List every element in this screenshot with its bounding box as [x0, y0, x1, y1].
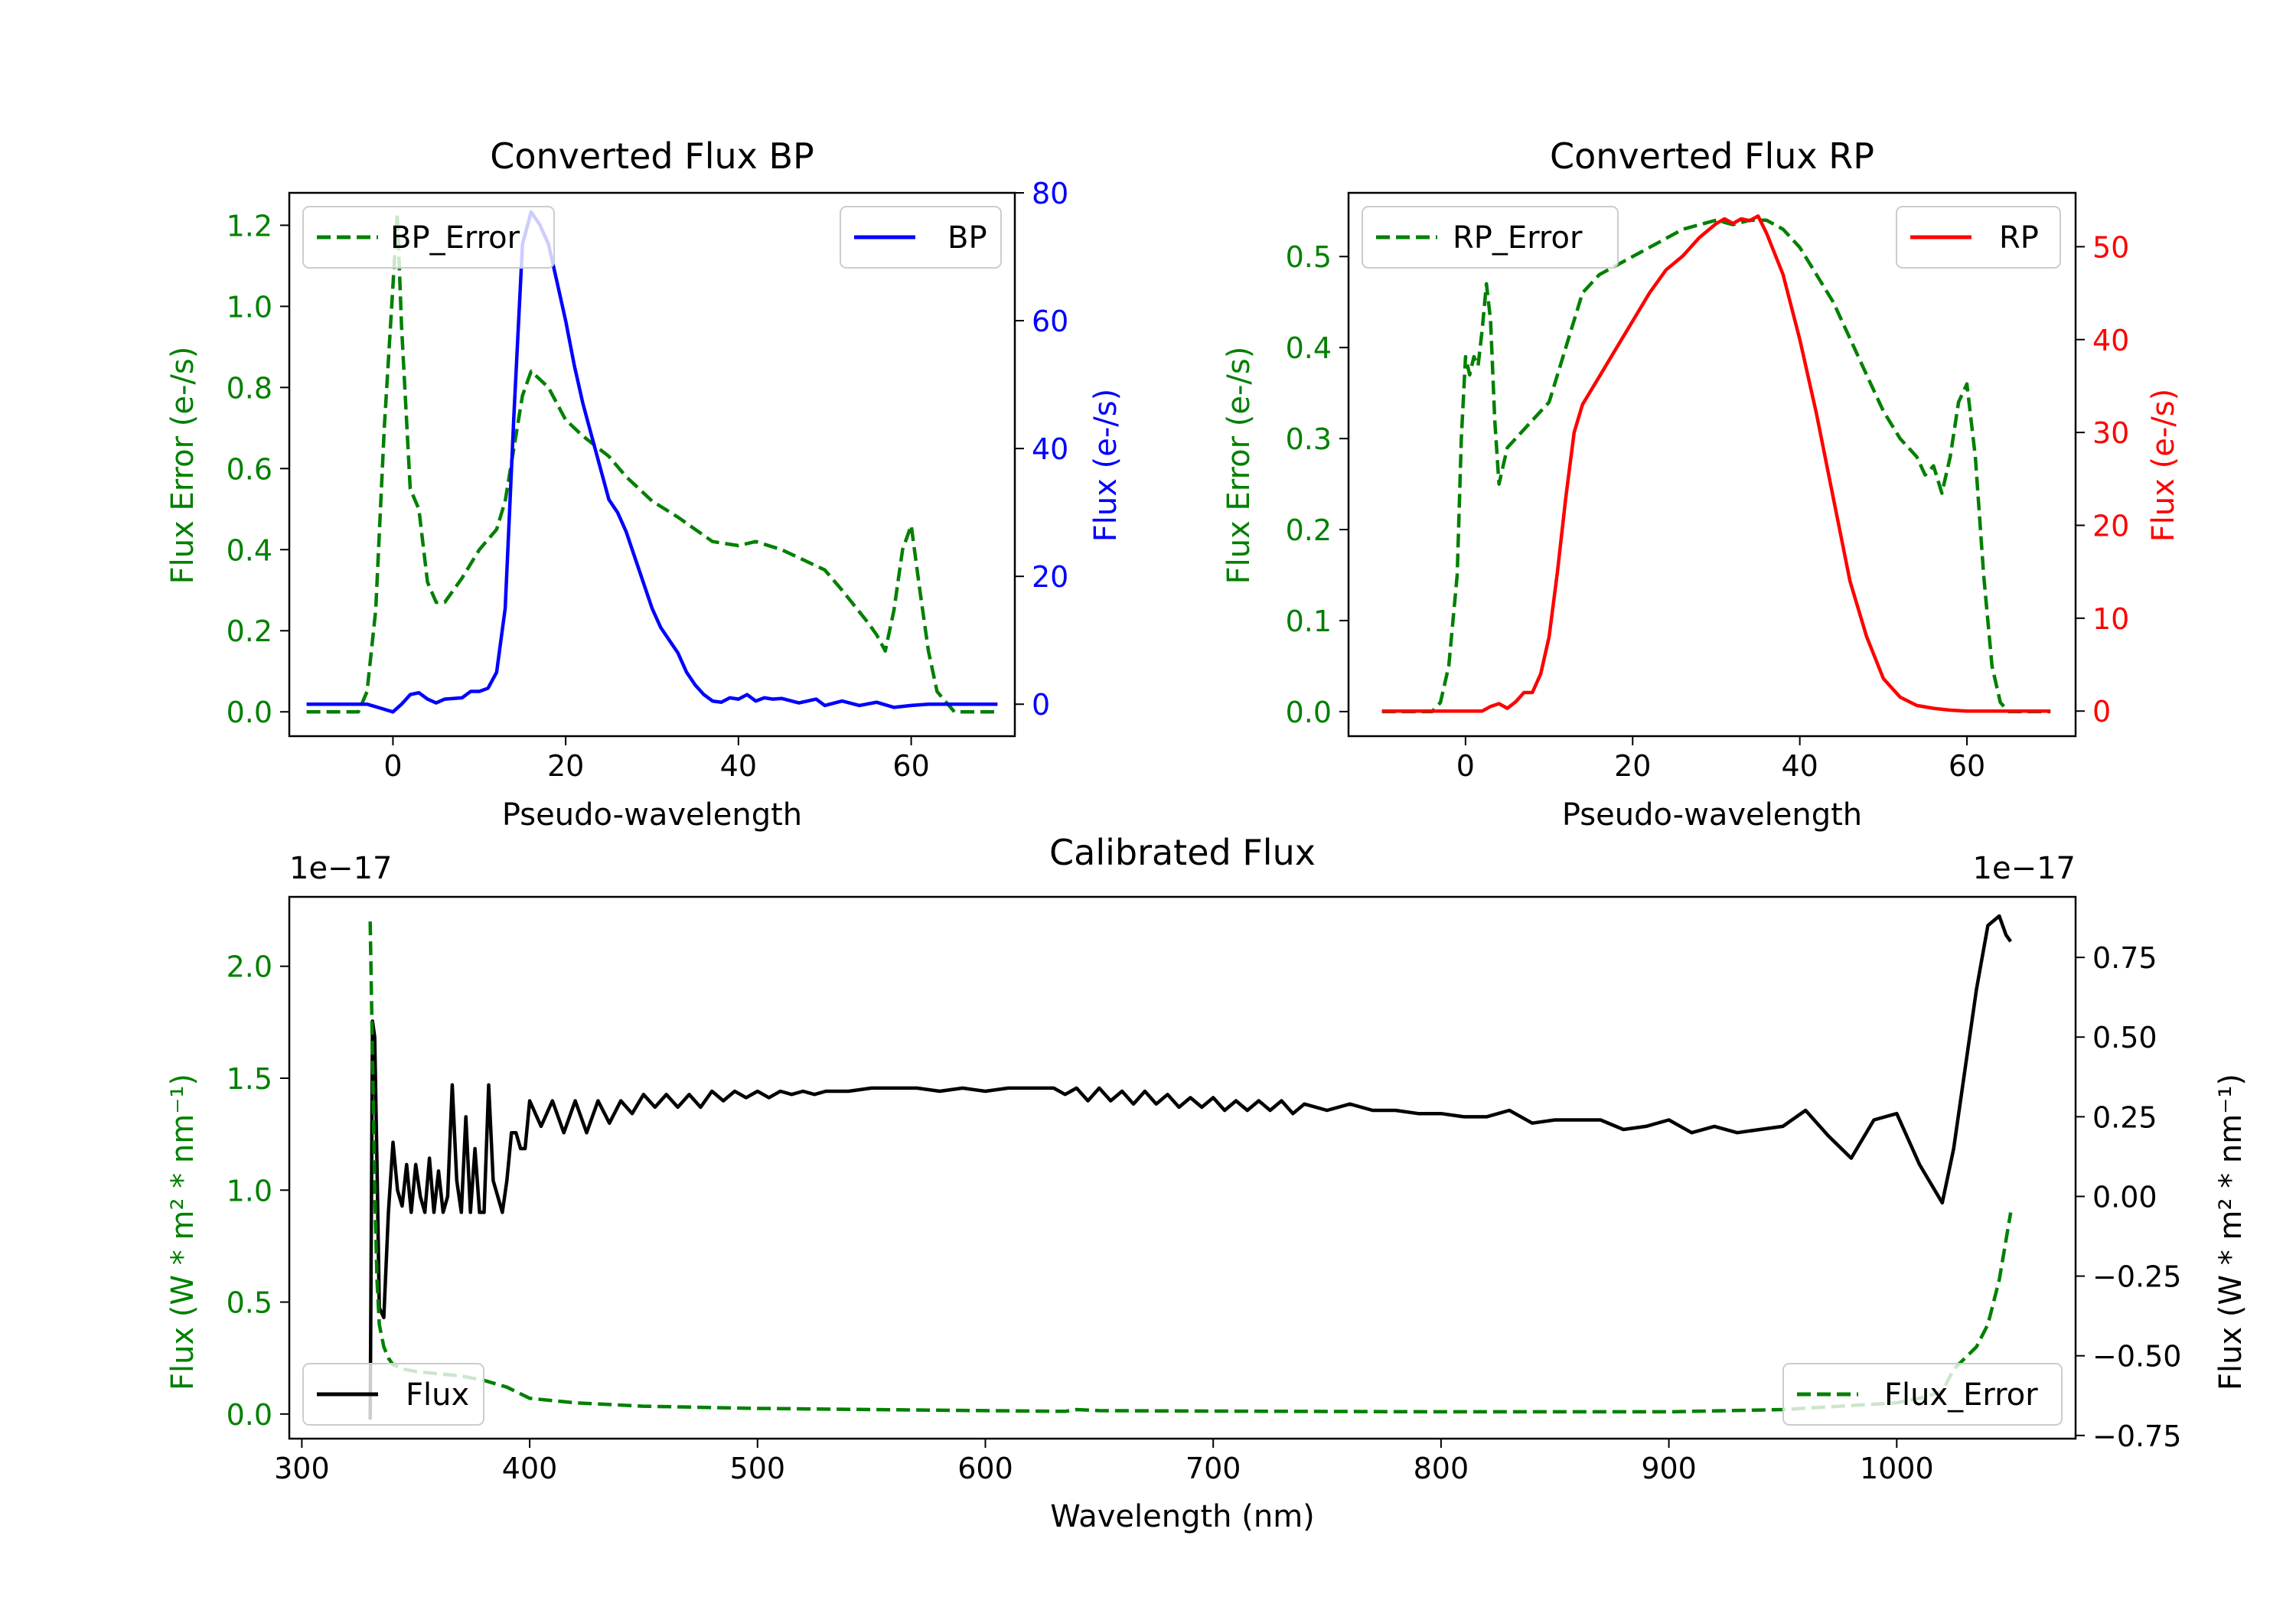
bp-left-tick-label: 1.2	[227, 209, 272, 243]
cal-left-tick-label: 1.0	[227, 1174, 272, 1208]
rp-series-rp	[1381, 214, 2051, 713]
bp-legend-error-label: BP_Error	[390, 220, 520, 256]
bp-right-tick-label: 80	[1032, 177, 1068, 210]
rp-left-tick-label: 0.0	[1286, 696, 1332, 729]
cal-x-tick-label: 800	[1414, 1452, 1469, 1485]
rp-legend-right: RP	[1896, 206, 2061, 269]
cal-left-tick-label: 0.5	[227, 1286, 272, 1320]
bp-x-tick-label: 40	[720, 749, 757, 783]
bp-series-bp	[306, 210, 998, 714]
bp-legend-left: BP_Error	[302, 206, 555, 269]
rp-right-tick-label: 10	[2092, 602, 2129, 636]
cal-right-tick-label: 0.50	[2092, 1021, 2157, 1054]
cal-x-tick-label: 300	[274, 1452, 330, 1485]
cal-x-label: Wavelength (nm)	[1050, 1499, 1315, 1534]
cal-legend-right: Flux_Error	[1782, 1363, 2063, 1426]
bp-x-tick-label: 20	[547, 749, 584, 783]
cal-panel: Calibrated Flux 1e−17 1e−17 0.0 0.5 1.0 1.5…	[165, 832, 2249, 1534]
bp-left-tick-label: 0.6	[227, 452, 272, 486]
cal-right-ticks: −0.75 −0.50 −0.25 0.00 0.25 0.50 0.75	[2076, 941, 2181, 1453]
bp-left-tick-label: 0.2	[227, 614, 272, 648]
rp-title: Converted Flux RP	[1550, 135, 1874, 177]
bp-axes-frame	[288, 191, 1016, 738]
cal-legend-flux-label: Flux	[406, 1377, 469, 1413]
bp-legend-right: BP	[840, 206, 1002, 269]
rp-series-rp-error	[1381, 218, 2051, 714]
rp-left-tick-label: 0.5	[1286, 240, 1332, 274]
rp-x-label: Pseudo-wavelength	[1562, 797, 1862, 833]
rp-left-ticks: 0.0 0.1 0.2 0.3 0.4 0.5	[1286, 240, 1349, 729]
rp-legend-left: RP_Error	[1362, 206, 1619, 269]
rp-left-tick-label: 0.1	[1286, 605, 1332, 638]
cal-axes-frame	[288, 895, 2077, 1440]
cal-title: Calibrated Flux	[1049, 832, 1316, 873]
rp-right-tick-label: 0	[2092, 695, 2111, 729]
rp-right-tick-label: 40	[2092, 324, 2129, 357]
rp-legend-flux-label: RP	[1999, 220, 2039, 256]
rp-y-label-right: Flux (e-/s)	[2146, 389, 2181, 542]
cal-offset-left: 1e−17	[289, 851, 392, 886]
cal-left-ticks: 0.0 0.5 1.0 1.5 2.0	[227, 950, 289, 1432]
bp-legend-flux-label: BP	[947, 220, 987, 256]
cal-series-flux	[368, 914, 2013, 1420]
rp-x-tick-label: 0	[1456, 749, 1475, 783]
rp-x-tick-label: 20	[1614, 749, 1651, 783]
rp-left-tick-label: 0.4	[1286, 331, 1332, 365]
cal-offset-right: 1e−17	[1973, 851, 2076, 886]
rp-right-tick-label: 30	[2092, 416, 2129, 450]
bp-title: Converted Flux BP	[490, 135, 814, 177]
cal-left-tick-label: 2.0	[227, 950, 272, 984]
bp-left-ticks: 0.0 0.2 0.4 0.6 0.8 1.0 1.2	[227, 209, 289, 729]
bp-y-label-left: Flux Error (e-/s)	[165, 347, 201, 585]
rp-axes-frame	[1347, 191, 2077, 738]
bp-left-tick-label: 0.0	[227, 696, 272, 729]
cal-x-tick-label: 500	[730, 1452, 786, 1485]
rp-x-ticks: 0 20 40 60	[1456, 736, 1985, 783]
cal-x-tick-label: 900	[1641, 1452, 1697, 1485]
cal-right-tick-label: 0.25	[2092, 1100, 2157, 1134]
cal-y-label-left: Flux (W * m² * nm⁻¹)	[165, 1074, 201, 1390]
cal-right-tick-label: −0.50	[2092, 1340, 2181, 1374]
bp-left-tick-label: 0.4	[227, 533, 272, 567]
rp-right-tick-label: 50	[2092, 230, 2129, 264]
bp-right-tick-label: 0	[1032, 688, 1050, 722]
rp-x-tick-label: 40	[1781, 749, 1818, 783]
rp-panel: Converted Flux RP 0.0 0.1 0.2 0.3 0.4 0.5 0 10…	[1221, 135, 2181, 833]
bp-left-tick-label: 0.8	[227, 371, 272, 405]
bp-right-ticks: 0 20 40 60 80	[1015, 177, 1068, 722]
bp-panel: Converted Flux BP 0.00.20.40.60.81.01.2 …	[165, 135, 1124, 833]
cal-x-tick-label: 700	[1186, 1452, 1241, 1485]
cal-left-tick-label: 0.0	[227, 1398, 272, 1432]
cal-x-tick-label: 600	[957, 1452, 1013, 1485]
cal-x-ticks: 300 400 500 600 700 800 900 1000	[274, 1439, 1934, 1485]
bp-x-ticks: 0 20 40 60	[383, 736, 930, 783]
rp-right-tick-label: 20	[2092, 509, 2129, 543]
rp-left-tick-label: 0.2	[1286, 513, 1332, 547]
cal-x-tick-label: 1000	[1860, 1452, 1934, 1485]
bp-x-label: Pseudo-wavelength	[502, 797, 802, 833]
rp-x-tick-label: 60	[1949, 749, 1985, 783]
rp-left-tick-label: 0.3	[1286, 422, 1332, 456]
cal-right-tick-label: −0.25	[2092, 1260, 2181, 1294]
cal-x-tick-label: 400	[502, 1452, 558, 1485]
bp-right-tick-label: 60	[1032, 305, 1068, 338]
cal-legend-error-label: Flux_Error	[1884, 1377, 2038, 1413]
bp-series-bp-error	[306, 211, 998, 714]
cal-right-tick-label: 0.00	[2092, 1180, 2157, 1214]
rp-right-ticks: 0 10 20 30 40 50	[2076, 230, 2129, 729]
cal-y-label-right: Flux (W * m² * nm⁻¹)	[2213, 1074, 2249, 1390]
cal-right-tick-label: 0.75	[2092, 941, 2157, 975]
bp-right-tick-label: 40	[1032, 432, 1068, 466]
cal-left-tick-label: 1.5	[227, 1062, 272, 1096]
cal-right-tick-label: −0.75	[2092, 1420, 2181, 1453]
rp-y-label-left: Flux Error (e-/s)	[1221, 347, 1257, 585]
cal-legend-left: Flux	[302, 1363, 484, 1426]
bp-x-tick-label: 0	[383, 749, 402, 783]
bp-x-tick-label: 60	[892, 749, 929, 783]
rp-legend-error-label: RP_Error	[1453, 220, 1583, 256]
bp-left-tick-label: 1.0	[227, 290, 272, 324]
bp-right-tick-label: 20	[1032, 560, 1068, 594]
bp-y-label-right: Flux (e-/s)	[1088, 389, 1124, 542]
